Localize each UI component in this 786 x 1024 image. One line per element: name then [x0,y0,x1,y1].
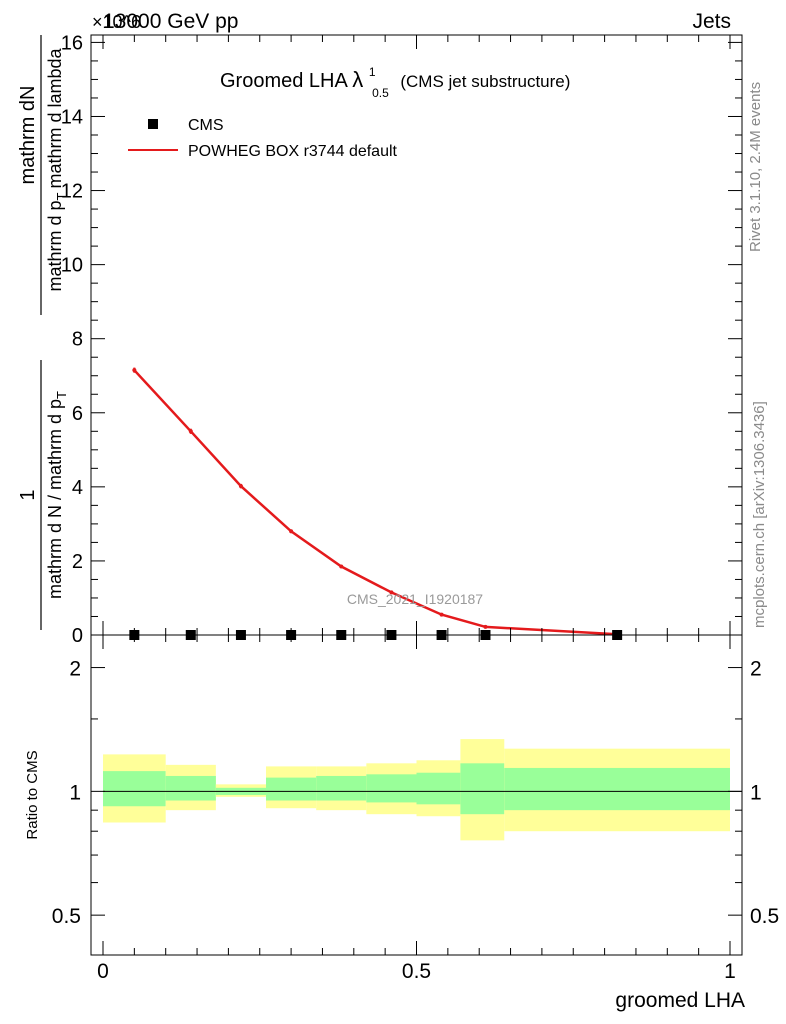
analysis-watermark: CMS_2021_I1920187 [347,591,483,607]
main-ytick-label: 0 [72,625,83,647]
ratio-ytick-label-right: 2 [750,658,762,681]
chart-title-symbol: λ [352,67,363,92]
ylabel-denom2-main: mathrm d p [45,200,65,291]
ratio-xtick-label: 0 [97,960,109,983]
ratio-ylabel: Ratio to CMS [24,750,41,839]
powheg-point [339,564,344,569]
ratio-inner-band [266,777,317,801]
main-ytick-label: 12 [61,181,83,203]
ratio-inner-band [504,767,730,811]
ylabel-denom2-tail: mathrm d lambda [45,47,65,188]
powheg-point [483,624,488,629]
ratio-ytick-label: 0.5 [52,905,81,928]
x-axis-label: groomed LHA [615,989,745,1012]
powheg-point [389,590,394,595]
ratio-xtick-label: 1 [724,960,736,983]
ylabel-numerator-one: 1 [17,489,39,500]
ratio-inner-band [165,775,216,801]
main-ytick-label: 8 [72,329,83,351]
main-ytick-label: 2 [72,551,83,573]
ratio-inner-band [316,775,367,801]
ratio-ytick-label: 1 [69,781,81,804]
ratio-ytick-label-right: 1 [750,781,762,804]
powheg-point [238,484,243,489]
ylabel-denom2-sub: T [54,192,69,200]
powheg-point [188,429,193,434]
legend-powheg-label: POWHEG BOX r3744 default [188,143,398,160]
ratio-ytick-label-right: 0.5 [750,905,779,928]
process-label: Jets [692,10,731,33]
chart-title-subscript: 0.5 [372,86,389,100]
ratio-inner-band [460,763,505,815]
legend: CMS POWHEG BOX r3744 default [128,117,398,160]
main-ytick-label: 16 [61,32,83,54]
energy-label: 13000 GeV pp [103,10,238,33]
ratio-panel: 0.5 0.5 1 1 2 2 0 0.5 1 [52,634,779,983]
ylabel-denominator-two: mathrm d pTmathrm d lambda [45,47,69,291]
ylabel-denominator-one: mathrm d N / mathrm d pT [45,391,69,599]
chart-title-main: Groomed LHA [220,70,348,92]
powheg-point [132,368,137,373]
chart-title-suffix: (CMS jet substructure) [400,72,570,91]
chart-title-superscript: 1 [369,65,376,79]
ratio-ytick-label: 2 [69,658,81,681]
main-panel: 0 2 4 6 8 10 12 14 16 [61,32,743,647]
chart-title: Groomed LHA λ 1 0.5 (CMS jet substructur… [220,59,570,102]
legend-cms-marker [148,119,158,129]
main-ytick-label: 6 [72,403,83,425]
ratio-inner-band [366,774,417,803]
powheg-point [289,529,294,534]
main-ytick-label: 4 [72,477,83,499]
main-ytick-label: 10 [61,255,83,277]
powheg-point [439,612,444,617]
ylabel-denom-main: mathrm d N / mathrm d p [45,399,65,599]
ratio-inner-band [416,772,461,805]
exponent-label: ×10^6 [92,12,141,32]
ratio-xtick-label: 0.5 [402,960,431,983]
ylabel-denom-sub: T [54,391,69,399]
main-ytick-label: 14 [61,106,83,128]
legend-cms-label: CMS [188,117,224,134]
rivet-version-label: Rivet 3.1.10, 2.4M events [747,82,764,252]
main-ylabel: 1 mathrm d N / mathrm d pT mathrm dN mat… [17,35,69,630]
mcplots-credit-label: mcplots.cern.ch [arXiv:1306.3436] [751,401,768,628]
ratio-inner-band [103,771,166,807]
ylabel-numerator-two: mathrm dN [17,86,39,185]
